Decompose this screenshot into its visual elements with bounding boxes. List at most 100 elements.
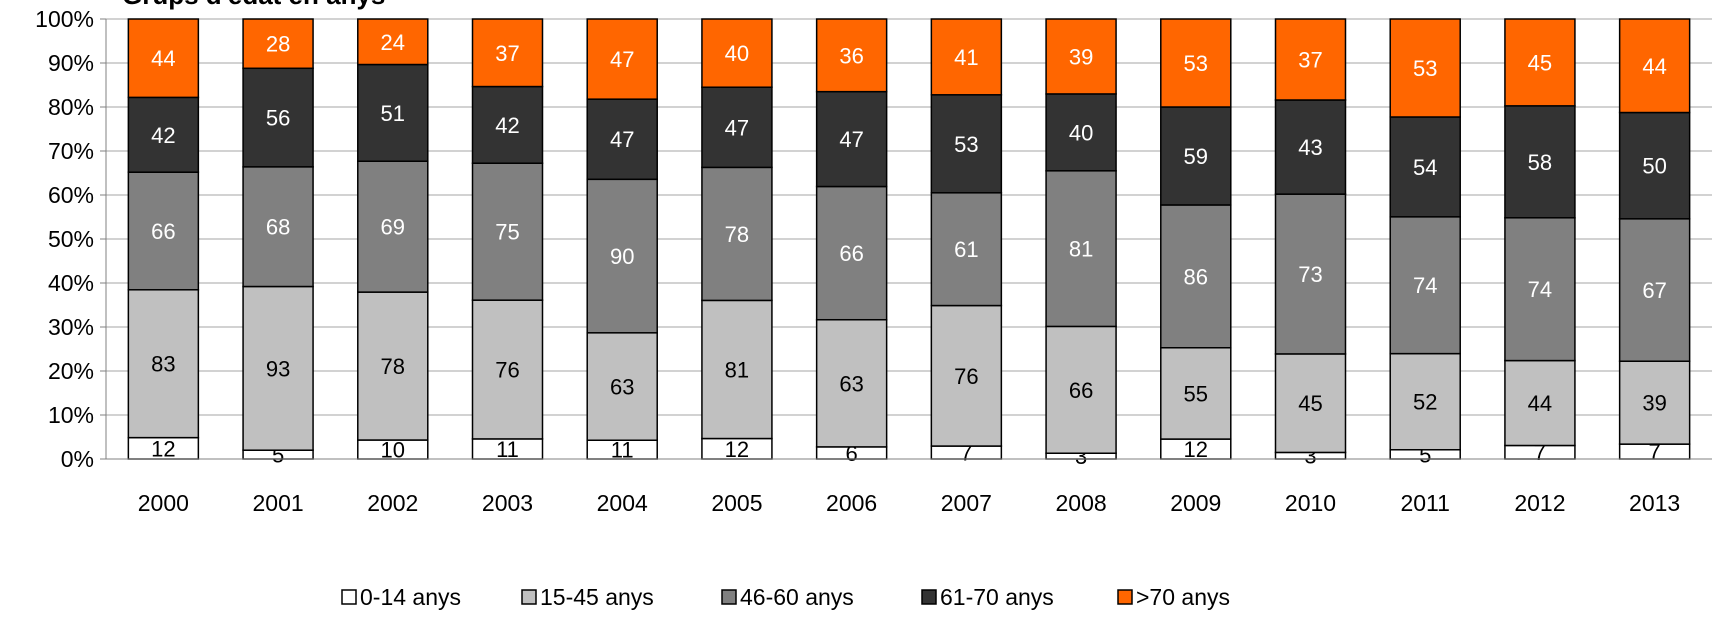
x-axis: 2000 2001 2002 2003 2004 2005 2006 2007 2008 2009… [106, 458, 1712, 516]
bar-segment [586, 98, 658, 181]
bar-segment [701, 299, 773, 440]
bar-segment [1389, 116, 1461, 218]
bar-segment [701, 86, 773, 169]
bar-stack-group: 1283664244593685628107869512411767542371… [127, 18, 1691, 469]
data-label: 68 [266, 215, 290, 240]
x-tick-label: 2005 [711, 490, 762, 516]
bar-segment [586, 178, 658, 334]
data-label: 42 [151, 123, 175, 148]
bar-segment [1618, 111, 1691, 220]
data-label: 76 [495, 358, 519, 383]
bar-segment [471, 299, 544, 440]
bar-segment [127, 289, 200, 439]
data-label: 24 [381, 30, 405, 55]
bar-segment [1618, 18, 1691, 114]
bar-segment [1160, 204, 1232, 349]
legend-label: 46-60 anys [740, 584, 854, 610]
data-label: 73 [1298, 262, 1322, 287]
bar-segment [242, 18, 314, 70]
data-label: 37 [1298, 47, 1322, 72]
data-label: 45 [1298, 391, 1322, 416]
legend-swatch [341, 589, 357, 605]
x-tick-label: 2006 [826, 490, 877, 516]
bar-segment [1274, 193, 1347, 355]
legend-swatch [721, 589, 737, 605]
x-tick-label: 2007 [941, 490, 992, 516]
data-label: 81 [725, 357, 749, 382]
data-label: 63 [839, 371, 863, 396]
data-label: 36 [839, 43, 863, 68]
data-label: 39 [1642, 391, 1666, 416]
legend-swatch [521, 589, 537, 605]
x-tick-label: 2002 [367, 490, 418, 516]
y-tick-label: 0% [61, 446, 94, 472]
x-tick-label: 2011 [1400, 490, 1449, 516]
bar-segment [127, 18, 200, 99]
bar-segment [1045, 325, 1117, 454]
x-tick-label: 2003 [482, 490, 533, 516]
bar-segment [1504, 217, 1576, 362]
y-tick-label: 100% [35, 6, 94, 32]
bar-segment [1045, 170, 1117, 328]
legend-label: 0-14 anys [360, 584, 461, 610]
y-tick-label: 80% [48, 94, 94, 120]
bar-segment [930, 94, 1003, 194]
data-label: 55 [1184, 381, 1208, 406]
bar-segment [815, 185, 888, 321]
data-label: 78 [725, 222, 749, 247]
chart-title: Grups d'edat en anys [122, 0, 385, 10]
data-label: 53 [954, 132, 978, 157]
data-label: 11 [496, 437, 519, 462]
data-label: 47 [610, 47, 634, 72]
bar-segment [127, 96, 200, 173]
x-tick-label: 2010 [1285, 490, 1336, 516]
data-label: 10 [381, 438, 405, 463]
bar-segment [815, 18, 888, 93]
bar-segment [1389, 216, 1461, 355]
bar-segment [471, 162, 544, 301]
bar-segment [1160, 18, 1232, 108]
y-tick-label: 20% [48, 358, 94, 384]
y-tick-label: 30% [48, 314, 94, 340]
data-label: 69 [381, 215, 405, 240]
bar-segment [1618, 360, 1691, 445]
data-label: 7 [1649, 440, 1661, 465]
bar-segment [701, 18, 773, 88]
data-label: 44 [1528, 391, 1552, 416]
bar-segment [357, 160, 429, 293]
data-label: 42 [495, 113, 519, 138]
bar-segment [1389, 352, 1461, 451]
y-tick-label: 60% [48, 182, 94, 208]
bar-segment [1389, 18, 1461, 118]
data-label: 11 [611, 438, 634, 463]
data-label: 76 [954, 364, 978, 389]
data-label: 44 [151, 46, 175, 71]
legend-swatch [1117, 589, 1133, 605]
data-label: 56 [266, 106, 290, 131]
bar-segment [815, 90, 888, 188]
x-tick-label: 2009 [1170, 490, 1221, 516]
bar-segment [1160, 106, 1232, 206]
data-label: 74 [1413, 273, 1437, 298]
data-label: 12 [1184, 437, 1208, 462]
y-tick-label: 10% [48, 402, 94, 428]
x-tick-label: 2004 [597, 490, 648, 516]
x-tick-label: 2000 [138, 490, 189, 516]
bar-segment [1274, 99, 1347, 195]
legend-label: 61-70 anys [940, 584, 1054, 610]
bar-segment [127, 171, 200, 291]
bar-segment [586, 18, 658, 100]
x-tick-label: 2008 [1055, 490, 1106, 516]
bar-segment [357, 18, 429, 66]
data-label: 90 [610, 244, 634, 269]
data-label: 47 [725, 115, 749, 140]
data-label: 45 [1528, 50, 1552, 75]
bar-segment [1045, 18, 1117, 95]
data-label: 66 [839, 241, 863, 266]
bar-segment [242, 67, 314, 168]
data-label: 39 [1069, 44, 1093, 69]
y-tick-label: 90% [48, 50, 94, 76]
bar-segment [357, 291, 429, 441]
bar-segment [1504, 105, 1576, 219]
